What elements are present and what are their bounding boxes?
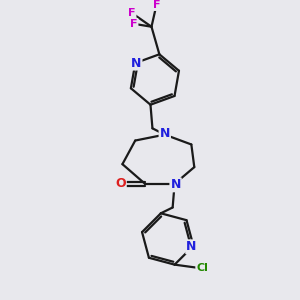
Text: N: N: [170, 178, 181, 191]
Text: F: F: [153, 0, 160, 10]
Text: F: F: [130, 19, 137, 29]
Text: O: O: [115, 177, 126, 190]
Text: N: N: [186, 240, 197, 253]
Text: N: N: [131, 57, 142, 70]
Text: Cl: Cl: [196, 262, 208, 273]
Text: F: F: [128, 8, 136, 18]
Text: N: N: [160, 127, 170, 140]
